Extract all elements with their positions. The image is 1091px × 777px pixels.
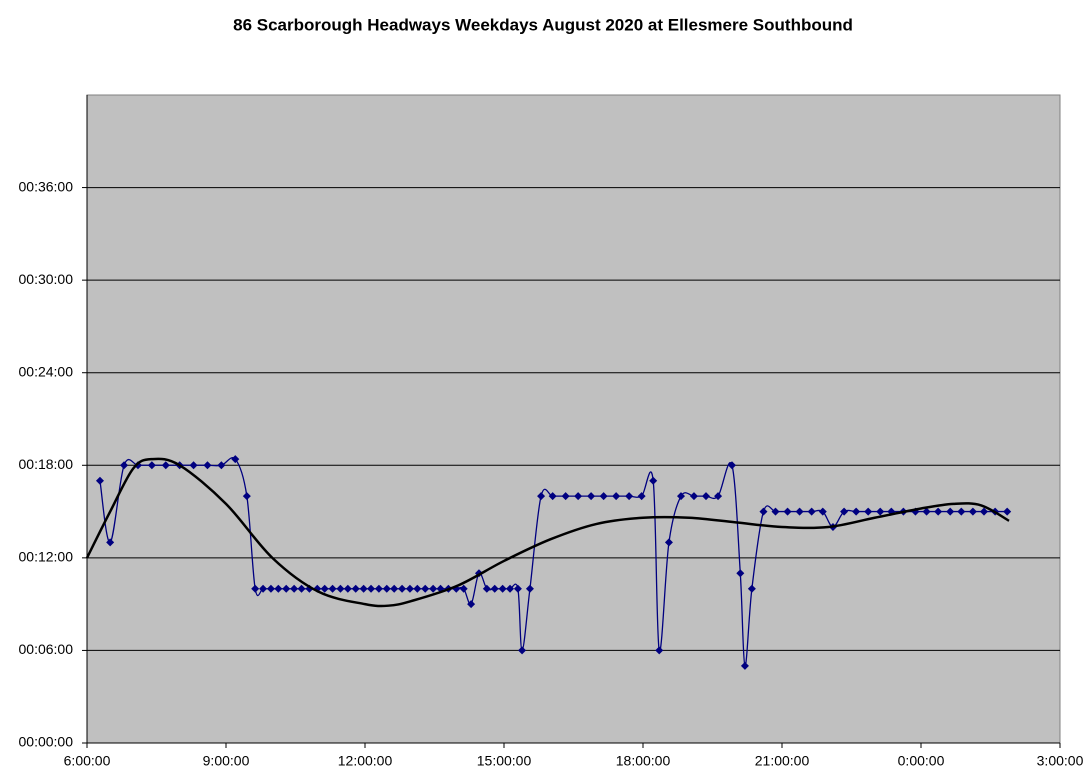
data-point xyxy=(807,507,816,516)
plot-area xyxy=(86,94,1061,744)
data-point xyxy=(740,661,749,670)
data-point xyxy=(747,584,756,593)
x-tick-label: 6:00:00 xyxy=(64,753,111,769)
data-point xyxy=(203,461,212,470)
data-point xyxy=(759,507,768,516)
data-point xyxy=(231,455,240,464)
data-point xyxy=(513,584,522,593)
data-point xyxy=(934,507,943,516)
data-point xyxy=(736,569,745,578)
data-point xyxy=(405,584,414,593)
data-point xyxy=(398,584,407,593)
data-point xyxy=(599,492,608,501)
data-point xyxy=(664,538,673,547)
data-point xyxy=(876,507,885,516)
data-point xyxy=(702,492,711,501)
data-point xyxy=(852,507,861,516)
data-point xyxy=(382,584,391,593)
data-point xyxy=(413,584,422,593)
data-point xyxy=(587,492,596,501)
data-point xyxy=(297,584,306,593)
data-point xyxy=(106,538,115,547)
data-point xyxy=(612,492,621,501)
data-point xyxy=(482,584,491,593)
data-point xyxy=(147,461,156,470)
data-point xyxy=(676,492,685,501)
data-point xyxy=(727,461,736,470)
data-point xyxy=(95,476,104,485)
data-point xyxy=(161,461,170,470)
data-point xyxy=(655,646,664,655)
data-point xyxy=(637,492,646,501)
data-point xyxy=(259,584,268,593)
y-tick-label: 00:12:00 xyxy=(19,549,74,565)
x-tick-label: 21:00:00 xyxy=(755,753,810,769)
data-point xyxy=(390,584,399,593)
data-point xyxy=(525,584,534,593)
data-point xyxy=(518,646,527,655)
data-point xyxy=(561,492,570,501)
data-point xyxy=(506,584,515,593)
y-tick-label: 00:18:00 xyxy=(19,456,74,472)
data-point xyxy=(328,584,337,593)
data-point xyxy=(367,584,376,593)
data-point xyxy=(968,507,977,516)
data-point xyxy=(548,492,557,501)
data-point xyxy=(490,584,499,593)
data-point xyxy=(957,507,966,516)
data-point xyxy=(864,507,873,516)
y-tick-label: 00:24:00 xyxy=(19,363,74,379)
y-tick-label: 00:36:00 xyxy=(19,178,74,194)
data-point xyxy=(783,507,792,516)
data-point xyxy=(714,492,723,501)
data-point xyxy=(689,492,698,501)
chart-title: 86 Scarborough Headways Weekdays August … xyxy=(233,15,853,34)
data-point xyxy=(625,492,634,501)
data-point xyxy=(771,507,780,516)
data-point xyxy=(795,507,804,516)
series-line xyxy=(85,457,1010,608)
data-point xyxy=(1003,507,1012,516)
data-point xyxy=(980,507,989,516)
data-point xyxy=(421,584,430,593)
x-tick-label: 15:00:00 xyxy=(477,753,532,769)
data-point xyxy=(574,492,583,501)
data-point xyxy=(946,507,955,516)
data-point xyxy=(290,584,299,593)
data-point xyxy=(374,584,383,593)
data-point xyxy=(351,584,360,593)
data-point xyxy=(266,584,275,593)
x-tick-label: 9:00:00 xyxy=(203,753,250,769)
data-point xyxy=(189,461,198,470)
data-point xyxy=(274,584,283,593)
data-point xyxy=(429,584,438,593)
y-tick-label: 00:30:00 xyxy=(19,271,74,287)
x-tick-label: 12:00:00 xyxy=(338,753,393,769)
data-point xyxy=(217,461,226,470)
data-point xyxy=(467,600,476,609)
data-point xyxy=(818,507,827,516)
data-point xyxy=(359,584,368,593)
data-point xyxy=(498,584,507,593)
data-point xyxy=(320,584,329,593)
data-point xyxy=(922,507,931,516)
x-tick-label: 0:00:00 xyxy=(898,753,945,769)
data-point xyxy=(343,584,352,593)
y-tick-label: 00:00:00 xyxy=(19,734,74,750)
data-point xyxy=(120,461,129,470)
data-point xyxy=(649,476,658,485)
data-point xyxy=(251,584,260,593)
data-point xyxy=(242,492,251,501)
data-point xyxy=(282,584,291,593)
x-tick-label: 18:00:00 xyxy=(616,753,671,769)
data-point xyxy=(840,507,849,516)
y-tick-label: 00:06:00 xyxy=(19,641,74,657)
x-tick-label: 3:00:00 xyxy=(1037,753,1084,769)
data-point xyxy=(459,584,468,593)
data-point xyxy=(336,584,345,593)
data-point xyxy=(537,492,546,501)
